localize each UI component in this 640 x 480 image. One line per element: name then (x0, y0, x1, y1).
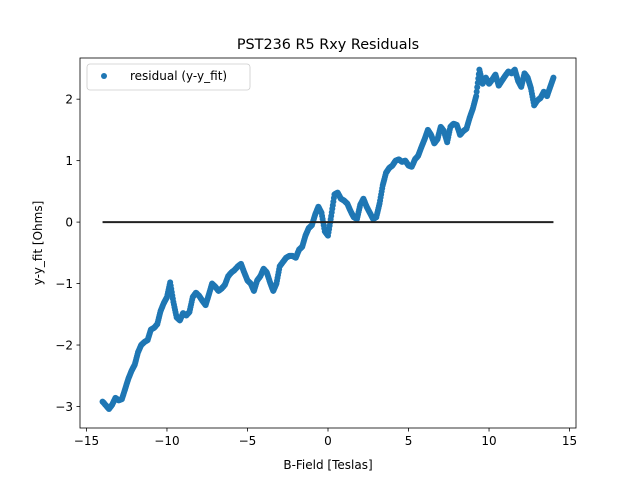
y-tick-label: −2 (55, 339, 73, 353)
y-axis: −3 −2 −1 0 1 2 (55, 93, 80, 414)
legend-label: residual (y-y_fit) (130, 69, 227, 83)
y-tick-label: 0 (65, 216, 73, 230)
x-tick-label: 15 (562, 434, 577, 448)
points-layer (99, 66, 557, 412)
x-axis: −15 −10 −5 0 5 10 15 (74, 428, 577, 448)
data-point-fill (474, 84, 481, 91)
legend: residual (y-y_fit) (86, 63, 251, 91)
x-axis-title: B-Field [Teslas] (283, 458, 372, 472)
x-tick-label: 5 (405, 434, 413, 448)
x-tick-label: −10 (154, 434, 179, 448)
plot-area (99, 66, 557, 412)
y-tick-label: −3 (55, 400, 73, 414)
chart-title: PST236 R5 Rxy Residuals (237, 37, 419, 53)
data-point (473, 93, 480, 100)
legend-box (86, 63, 251, 91)
x-tick-label: −5 (239, 434, 257, 448)
x-tick-label: 10 (481, 434, 496, 448)
y-tick-label: −1 (55, 277, 73, 291)
legend-marker (101, 73, 107, 79)
x-tick-label: 0 (324, 434, 332, 448)
y-tick-label: 2 (65, 93, 73, 107)
data-point (550, 74, 557, 81)
y-axis-title: y-y_fit [Ohms] (31, 201, 45, 286)
y-tick-label: 1 (65, 154, 73, 168)
data-point-fill (473, 88, 480, 95)
x-tick-label: −15 (74, 434, 99, 448)
